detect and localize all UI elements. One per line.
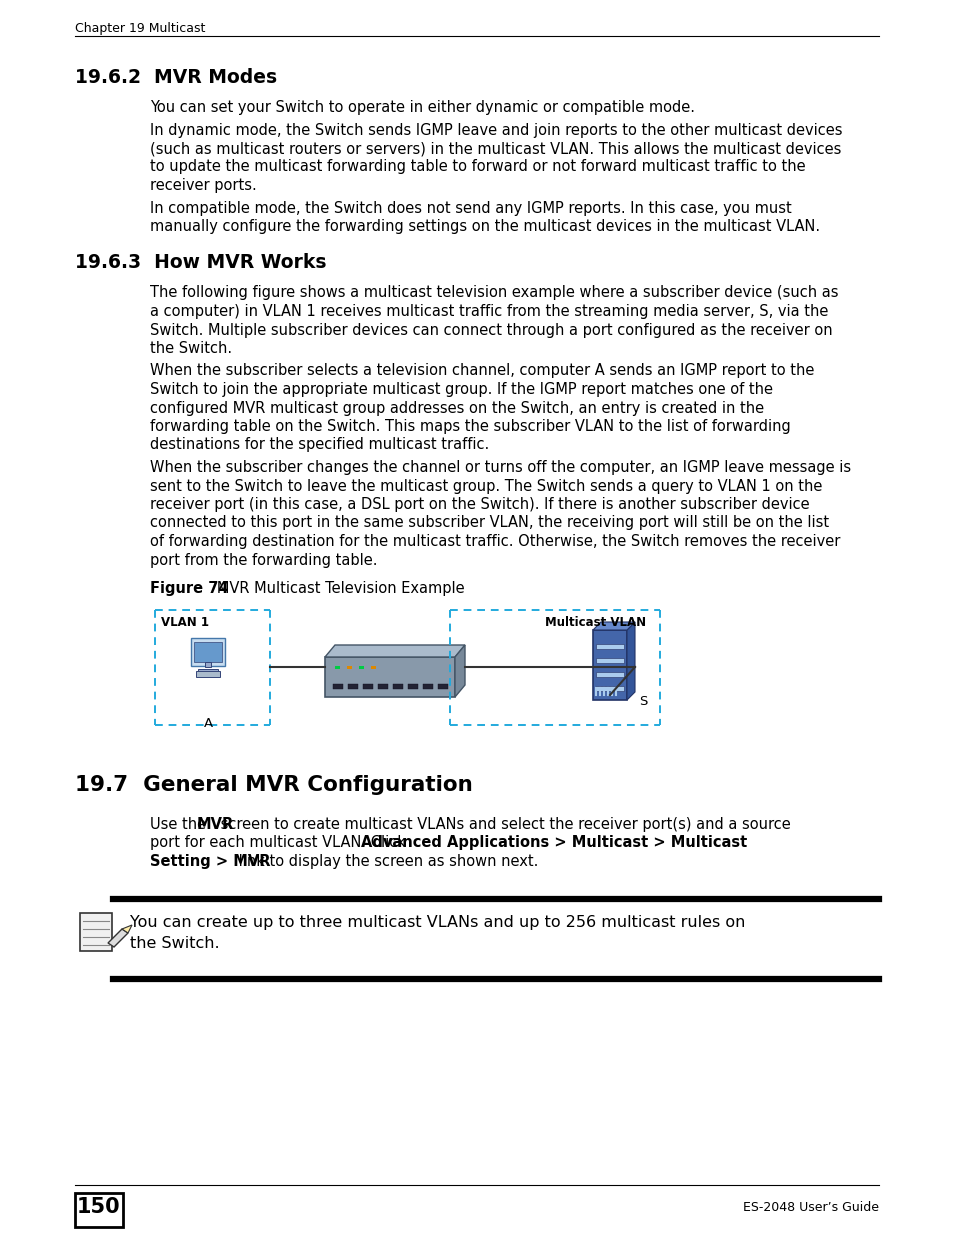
Text: 19.7  General MVR Configuration: 19.7 General MVR Configuration [75,776,473,795]
Bar [377,684,388,689]
Bar [348,684,357,689]
Polygon shape [593,622,635,630]
Bar [80,913,112,951]
Text: You can set your Switch to operate in either dynamic or compatible mode.: You can set your Switch to operate in ei… [150,100,695,115]
Bar [205,662,211,667]
Text: link to display the screen as shown next.: link to display the screen as shown next… [234,853,538,869]
Text: S: S [639,695,647,708]
Text: Advanced Applications > Multicast > Multicast: Advanced Applications > Multicast > Mult… [360,836,746,851]
Bar [596,672,623,677]
Text: port for each multicast VLAN. Click: port for each multicast VLAN. Click [150,836,410,851]
Text: MVR Multicast Television Example: MVR Multicast Television Example [203,580,464,597]
Bar [333,684,343,689]
Bar [596,685,623,692]
Bar [408,684,417,689]
Bar [371,666,375,669]
Bar [193,642,222,662]
Text: MVR: MVR [196,818,233,832]
Text: manually configure the forwarding settings on the multicast devices in the multi: manually configure the forwarding settin… [150,219,820,233]
Text: When the subscriber selects a television channel, computer A sends an IGMP repor: When the subscriber selects a television… [150,363,814,378]
Bar [198,669,218,672]
Polygon shape [455,645,464,697]
Polygon shape [108,929,128,947]
Text: receiver port (in this case, a DSL port on the Switch). If there is another subs: receiver port (in this case, a DSL port … [150,496,809,513]
Text: In dynamic mode, the Switch sends IGMP leave and join reports to the other multi: In dynamic mode, the Switch sends IGMP l… [150,122,841,137]
Bar [335,666,339,669]
Text: of forwarding destination for the multicast traffic. Otherwise, the Switch remov: of forwarding destination for the multic… [150,534,840,550]
Bar [325,657,455,697]
Text: When the subscriber changes the channel or turns off the computer, an IGMP leave: When the subscriber changes the channel … [150,459,850,475]
Bar [191,638,225,666]
Bar [195,671,220,677]
Text: destinations for the specified multicast traffic.: destinations for the specified multicast… [150,437,489,452]
Text: receiver ports.: receiver ports. [150,178,256,193]
Text: In compatible mode, the Switch does not send any IGMP reports. In this case, you: In compatible mode, the Switch does not … [150,200,791,215]
Text: Figure 74: Figure 74 [150,580,229,597]
Text: connected to this port in the same subscriber VLAN, the receiving port will stil: connected to this port in the same subsc… [150,515,828,531]
Text: sent to the Switch to leave the multicast group. The Switch sends a query to VLA: sent to the Switch to leave the multicas… [150,478,821,494]
Text: port from the forwarding table.: port from the forwarding table. [150,552,377,568]
Text: 150: 150 [77,1197,121,1216]
Text: screen to create multicast VLANs and select the receiver port(s) and a source: screen to create multicast VLANs and sel… [216,818,790,832]
Text: (such as multicast routers or servers) in the multicast VLAN. This allows the mu: (such as multicast routers or servers) i… [150,141,841,156]
Bar [596,658,623,663]
Text: Multicast VLAN: Multicast VLAN [544,616,645,629]
Polygon shape [325,645,464,657]
Text: the Switch.: the Switch. [130,935,219,951]
Text: configured MVR multicast group addresses on the Switch, an entry is created in t: configured MVR multicast group addresses… [150,400,763,415]
Bar [347,666,352,669]
Bar [393,684,402,689]
Bar [363,684,373,689]
Text: Chapter 19 Multicast: Chapter 19 Multicast [75,22,205,35]
Text: forwarding table on the Switch. This maps the subscriber VLAN to the list of for: forwarding table on the Switch. This map… [150,419,790,433]
Text: to update the multicast forwarding table to forward or not forward multicast tra: to update the multicast forwarding table… [150,159,804,174]
Text: Setting > MVR: Setting > MVR [150,853,271,869]
Text: a computer) in VLAN 1 receives multicast traffic from the streaming media server: a computer) in VLAN 1 receives multicast… [150,304,827,319]
Text: 19.6.3  How MVR Works: 19.6.3 How MVR Works [75,253,326,273]
Polygon shape [122,925,132,932]
Polygon shape [626,622,635,700]
Bar [437,684,448,689]
Text: Switch to join the appropriate multicast group. If the IGMP report matches one o: Switch to join the appropriate multicast… [150,382,772,396]
Text: ES-2048 User’s Guide: ES-2048 User’s Guide [742,1200,878,1214]
Bar [593,630,626,700]
Bar [422,684,433,689]
Bar [596,643,623,650]
Text: VLAN 1: VLAN 1 [161,616,209,629]
Text: The following figure shows a multicast television example where a subscriber dev: The following figure shows a multicast t… [150,285,838,300]
Bar [75,1193,123,1228]
Bar [358,666,364,669]
Text: 19.6.2  MVR Modes: 19.6.2 MVR Modes [75,68,276,86]
Text: A: A [203,718,213,730]
Text: the Switch.: the Switch. [150,341,232,356]
Text: Use the: Use the [150,818,211,832]
Text: Switch. Multiple subscriber devices can connect through a port configured as the: Switch. Multiple subscriber devices can … [150,322,832,337]
Text: You can create up to three multicast VLANs and up to 256 multicast rules on: You can create up to three multicast VLA… [130,915,744,930]
